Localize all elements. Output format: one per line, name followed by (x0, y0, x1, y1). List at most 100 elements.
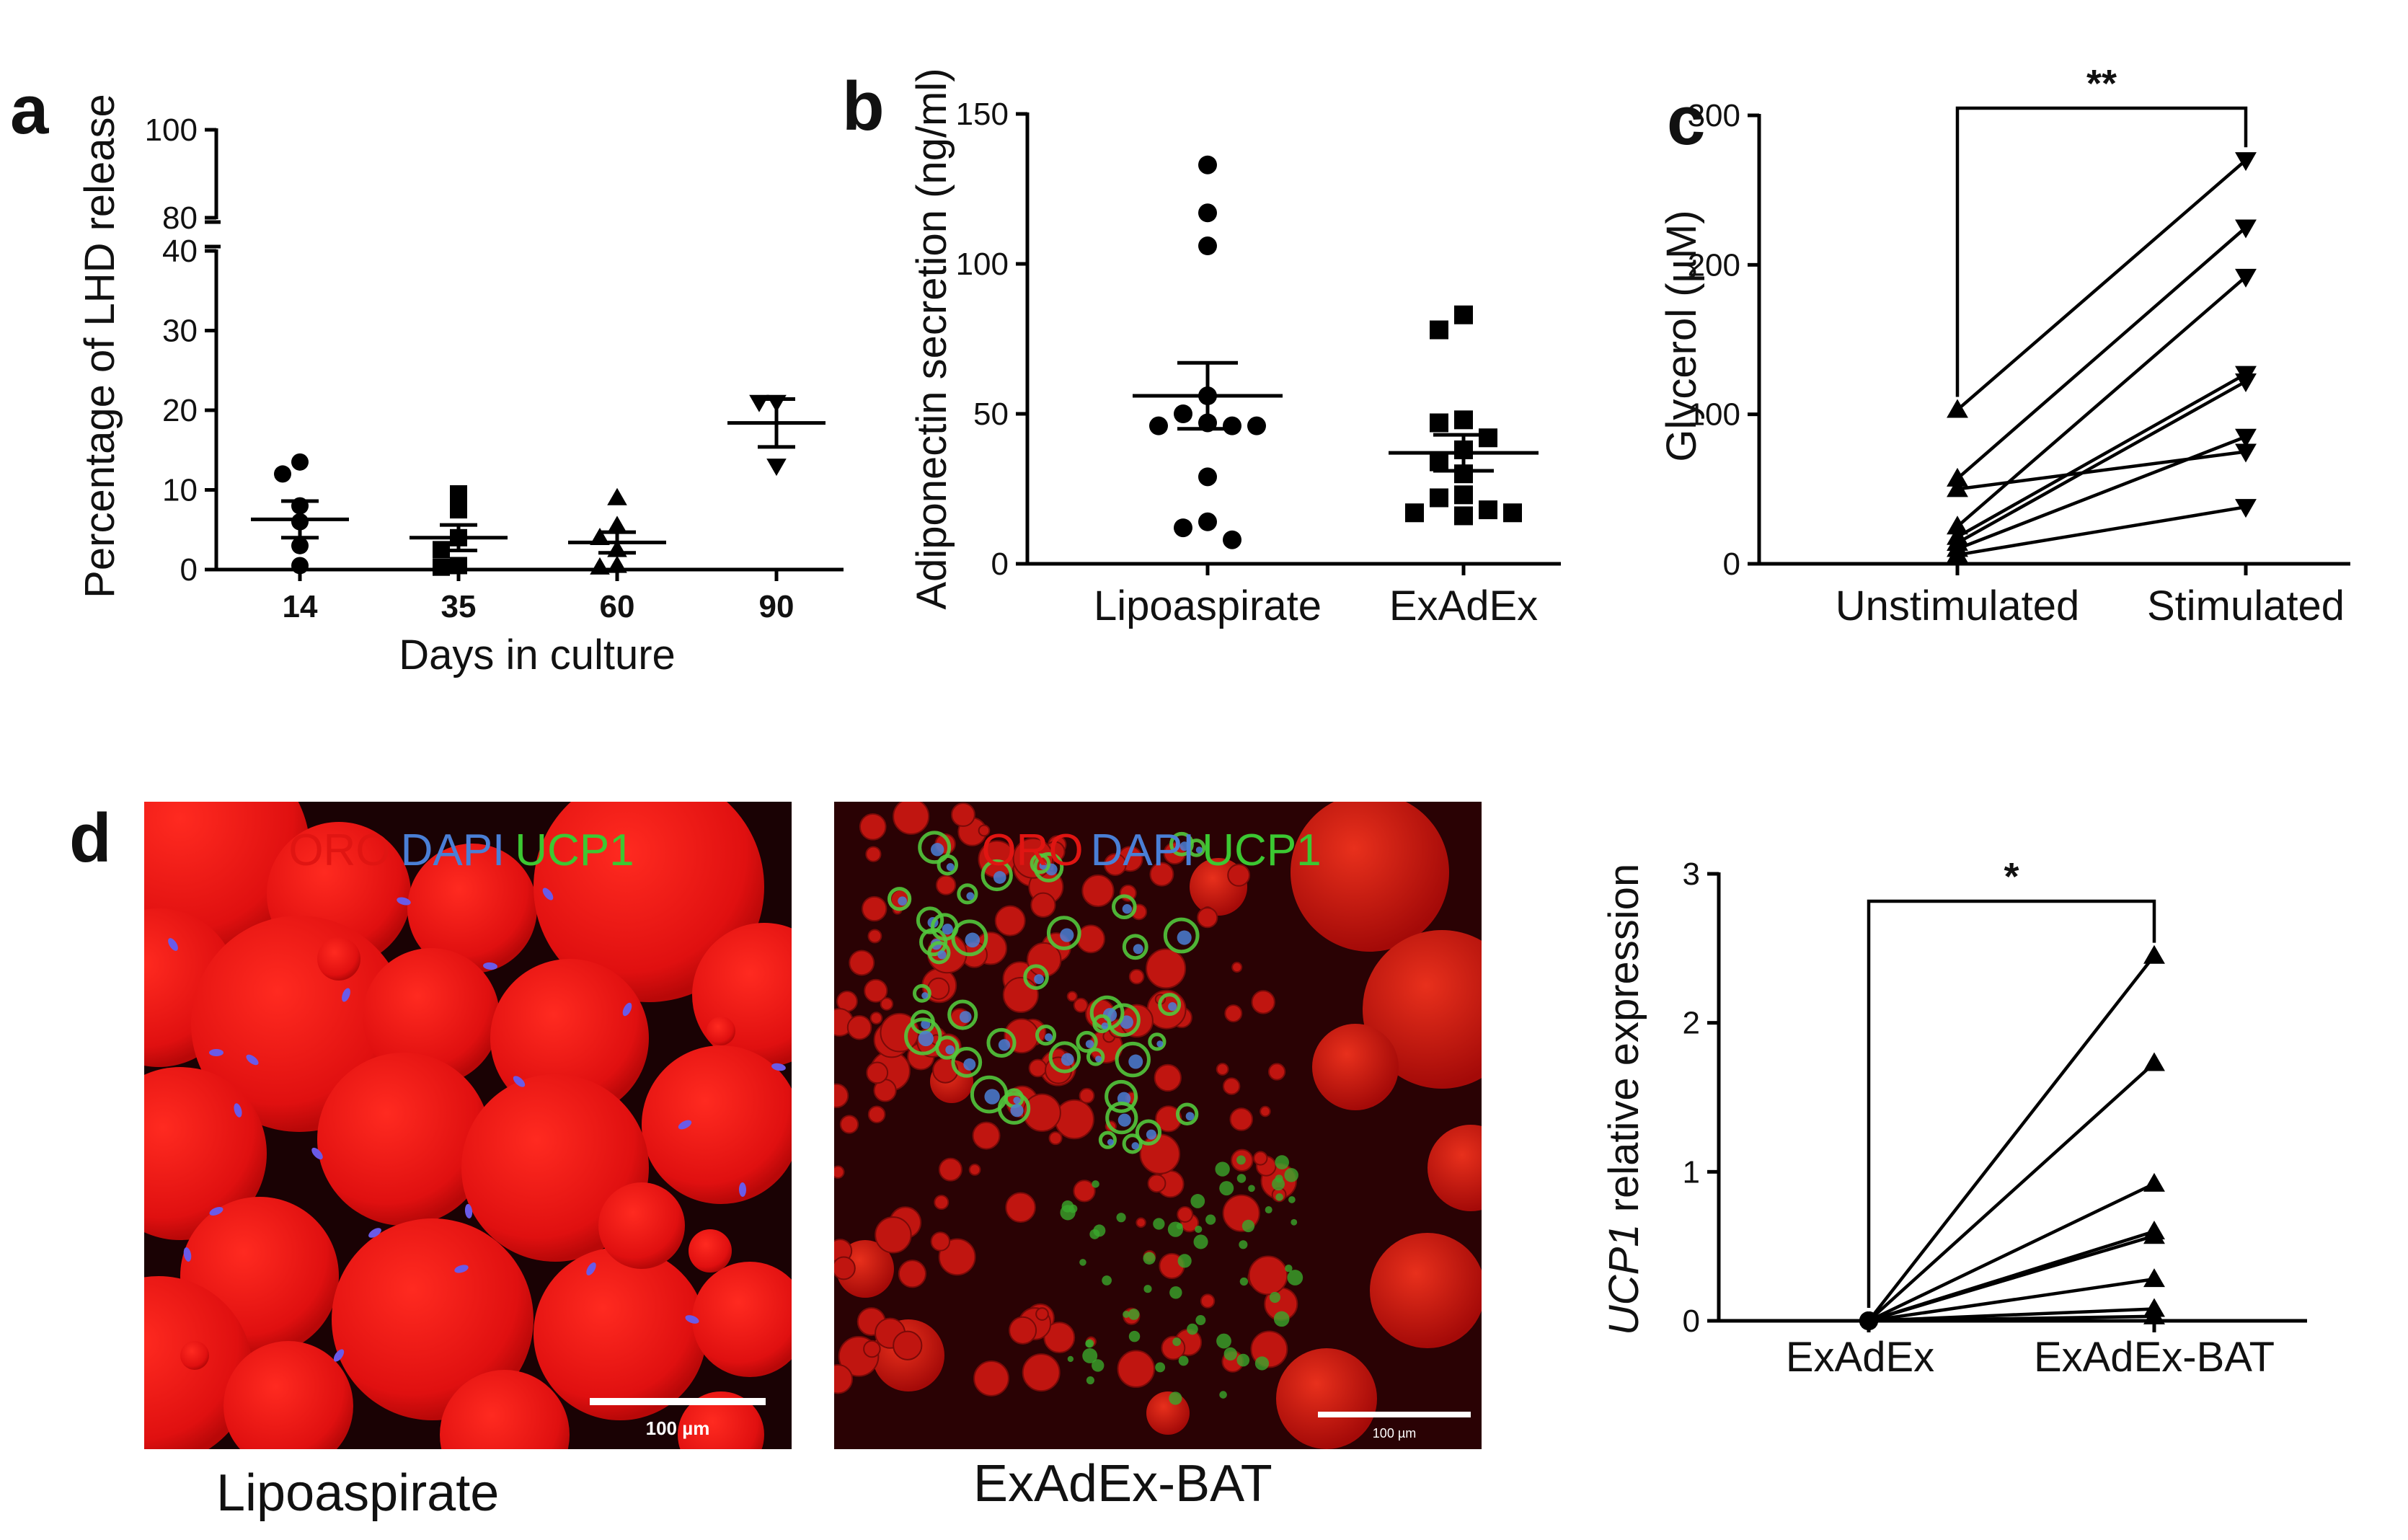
small-droplet (1136, 1217, 1146, 1229)
dapi-nucleus (1195, 846, 1203, 854)
small-droplet (1253, 1151, 1268, 1166)
small-droplet (866, 1061, 889, 1084)
ucp1-cell (981, 859, 1013, 892)
ucp1-cell (1169, 831, 1194, 857)
dapi-nucleus (1185, 1112, 1195, 1121)
b-x-tick-label: ExAdEx (1389, 583, 1538, 629)
a-point-60 (590, 557, 610, 575)
dapi-nucleus (1117, 1113, 1131, 1127)
ucp1-cell (1046, 916, 1081, 950)
ucp1-cell (1105, 1102, 1138, 1135)
a-y-tick-label: 40 (162, 234, 198, 269)
b-point-ExAdEx (1454, 410, 1473, 430)
small-droplet (973, 1360, 1009, 1397)
b-point-ExAdEx (1430, 488, 1448, 508)
b-point-ExAdEx (1405, 503, 1424, 523)
small-droplet (834, 1364, 854, 1394)
ucp1-speck (1193, 1234, 1208, 1249)
chart-c-point-Stimulated (2235, 219, 2257, 239)
dapi-nucleus (1177, 930, 1192, 945)
ucp1-speck (1236, 1155, 1246, 1165)
small-droplet (1104, 853, 1127, 876)
b-point-ExAdEx (1430, 452, 1448, 472)
ucp1-cell (1086, 1048, 1105, 1066)
a-x-axis-title: Days in culture (399, 632, 676, 678)
ucp1-cell (1148, 1032, 1167, 1051)
b-point-ExAdEx (1479, 428, 1497, 448)
a-point-35 (450, 485, 467, 503)
nucleus (183, 1247, 192, 1262)
b-x-tick-label: Lipoaspirate (1094, 583, 1322, 629)
ucp1-cell (1098, 1130, 1117, 1149)
ucp1-speck (1265, 1206, 1272, 1214)
chart-c-point-Stimulated (2235, 152, 2257, 172)
chart-c-pair-line (1956, 275, 2247, 528)
stain-oro-right: ORO (981, 826, 1083, 875)
nucleus (333, 1349, 345, 1362)
dapi-nucleus (1168, 1002, 1177, 1012)
lipid-droplet (363, 948, 500, 1085)
small-droplet (1197, 907, 1218, 929)
lipid-droplet (1427, 1125, 1482, 1211)
chart-c-pair-line (1956, 226, 2247, 480)
lipid-droplet (534, 1247, 707, 1420)
ucp1-speck (1288, 1196, 1296, 1203)
nucleus (209, 1207, 223, 1216)
nucleus (168, 938, 178, 951)
small-droplet (1229, 1107, 1254, 1131)
small-droplet (1117, 1350, 1155, 1388)
chart-c-point-Stimulated (2235, 373, 2257, 393)
chart-c-point-Stimulated (2235, 268, 2257, 288)
ucp1-cell (997, 1092, 1031, 1125)
chart-d-pair-line (1868, 1314, 2155, 1323)
stain-ucp1-right: UCP1 (1202, 826, 1321, 875)
chart-c-point-Stimulated (2235, 428, 2257, 448)
stain-ucp1-left: UCP1 (515, 826, 634, 875)
small-droplet (1200, 1293, 1216, 1309)
small-droplet (968, 1164, 981, 1176)
ucp1-speck (1219, 1391, 1227, 1399)
ucp1-speck (1215, 1161, 1230, 1177)
small-droplet (1005, 1192, 1036, 1223)
dapi-nucleus (1045, 1033, 1053, 1042)
a-point-35 (433, 558, 450, 576)
small-droplet (862, 895, 887, 922)
chart-c: 0 100 200 300 Unstimulated Stimulated Glycerol… (1658, 62, 2350, 629)
dapi-nucleus (993, 871, 1006, 884)
ucp1-speck (1169, 1286, 1182, 1299)
dapi-nucleus (1146, 1129, 1156, 1140)
stain-dapi-right: DAPI (1091, 826, 1195, 875)
a-y-tick-label: 30 (162, 314, 198, 349)
ucp1-speck (1254, 1356, 1270, 1371)
ucp1-speck (1190, 1194, 1205, 1208)
dapi-nucleus (921, 992, 929, 999)
small-droplet (1030, 892, 1056, 918)
b-point-Lipoaspirate (1149, 416, 1168, 435)
chart-d-point-ExAdEx (1859, 1311, 1878, 1330)
chart-d-y-tick-label: 2 (1683, 1006, 1700, 1041)
dapi-nucleus (1128, 1054, 1143, 1069)
nucleus (542, 888, 554, 900)
chart-d: 0 1 2 3 ExAdEx ExAdEx-BAT UCP1 relative expres… (1601, 855, 2307, 1381)
small-droplet (1028, 1058, 1048, 1078)
b-point-ExAdEx (1454, 305, 1473, 324)
a-y-axis-title: Percentage of LHD release (76, 94, 123, 598)
lipid-droplet (1276, 1348, 1377, 1449)
nucleus (678, 1120, 692, 1130)
chart-d-point-ExAdEx-BAT (2143, 1172, 2165, 1192)
ucp1-cell (1112, 894, 1137, 920)
small-droplet (1231, 962, 1243, 973)
small-droplet (1248, 1255, 1288, 1296)
chart-d-pair-line (1868, 1234, 2155, 1323)
small-droplet (1128, 968, 1145, 985)
small-droplet (1139, 1133, 1181, 1174)
chart-d-y-axis-title-italic: UCP1 (1601, 1223, 1647, 1335)
ucp1-speck (1239, 1277, 1249, 1286)
a-y-tick-label: 10 (162, 473, 198, 508)
b-point-Lipoaspirate (1198, 203, 1217, 223)
small-droplet (864, 978, 888, 1003)
dapi-nucleus (1179, 841, 1190, 851)
stain-legend-left: ORO DAPI UCP1 (288, 826, 634, 875)
lipid-droplet (689, 1229, 732, 1273)
